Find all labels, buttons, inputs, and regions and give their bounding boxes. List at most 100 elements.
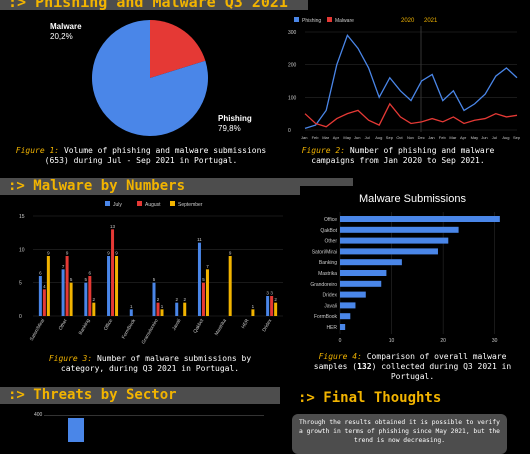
figure-4-caption: Figure 4: Comparison of overall malware …: [305, 352, 520, 382]
bar-august: [156, 302, 160, 316]
bar-september: [274, 302, 278, 316]
bar-value-label: 3: [266, 291, 269, 296]
legend-swatch-july: [105, 201, 110, 206]
bar-category-label: Banking: [78, 318, 92, 336]
line-xtick-label: May: [471, 135, 479, 140]
bar-value-label: 2: [157, 297, 160, 302]
line-xtick-label: Jan: [428, 135, 434, 140]
legend-swatch-phishing: [294, 17, 299, 22]
bar-value-label: 9: [47, 251, 50, 256]
sector-chart-panel: 400: [30, 410, 270, 442]
hbar-bar: [340, 259, 402, 266]
phishing-line: [304, 33, 518, 129]
figure-1-label: Figure 1:: [15, 146, 60, 155]
bar-value-label: 5: [85, 277, 88, 282]
pie-label-malware: Malware 20,2%: [50, 22, 82, 42]
sector-ytick-400: 400: [34, 412, 43, 418]
bar-category-label: FormBook: [121, 317, 138, 340]
bar-value-label: 1: [130, 304, 133, 309]
hbar-bar: [340, 324, 346, 330]
line-xtick-label: Jun: [354, 135, 360, 140]
line-chart: Phishing Malware 2020 2021 300 200 100 0 Ja…: [288, 17, 521, 140]
sector-gridline: [44, 415, 264, 416]
bar-value-label: 5: [153, 277, 156, 282]
line-xtick-label: Mar: [449, 135, 457, 140]
hbar-category-label: Satori/Mirai: [312, 249, 337, 255]
pie-label-malware-name: Malware: [50, 22, 82, 31]
legend-label-august: August: [145, 202, 161, 208]
bar-august: [201, 282, 205, 316]
line-xtick-label: Oct: [396, 135, 403, 140]
bar-july: [197, 242, 201, 316]
hbar-xtick-label: 10: [389, 338, 395, 344]
hbar-chart-panel: [300, 186, 525, 346]
bar-september: [183, 302, 187, 316]
malware-line: [304, 102, 518, 128]
hbar-xtick-label: 30: [492, 338, 498, 344]
bar-july: [266, 296, 270, 316]
bar-july: [152, 282, 156, 316]
legend-label-malware: Malware: [335, 18, 354, 24]
hbar-chart: 0 10 20 30 Office QakBot Other Satori/Mirai Ban…: [310, 212, 500, 344]
year-label-2021: 2021: [424, 18, 438, 24]
hbar-bar: [340, 248, 438, 255]
hbar-category-label: Javali: [324, 303, 337, 309]
bar-category-label: Office: [103, 318, 115, 332]
bar-value-label: 13: [110, 224, 116, 229]
bar-value-label: 11: [197, 237, 202, 242]
bar-september: [69, 282, 73, 316]
header-phishing-malware: :> Phishing and Malware Q3 2021: [0, 0, 308, 10]
hbar-category-label: HER: [326, 325, 337, 331]
bar-july: [61, 269, 65, 316]
figure-4-label: Figure 4:: [318, 352, 362, 361]
bar-july: [129, 309, 133, 316]
hbar-xtick-label: 0: [339, 338, 342, 344]
final-thoughts-box: Through the results obtained it is possi…: [292, 414, 507, 454]
figure-1-caption: Figure 1: Volume of phishing and malware…: [10, 146, 272, 166]
bar-august: [270, 296, 274, 316]
bar-value-label: 4: [43, 284, 46, 289]
header-threats-by-sector: :> Threats by Sector: [0, 387, 280, 404]
line-xtick-label: Jun: [481, 135, 487, 140]
line-xtick-label: Aug: [375, 135, 382, 140]
bar-value-label: 5: [202, 277, 205, 282]
hbar-category-label: Mastrika: [318, 271, 337, 277]
pie-label-phishing: Phishing 79,8%: [218, 114, 252, 134]
bar-ytick-label: 0: [19, 314, 22, 320]
legend-swatch-september: [170, 201, 175, 206]
bar-value-label: 7: [206, 264, 209, 269]
bar-value-label: 7: [62, 264, 65, 269]
bar-category-label: Mastrika: [214, 318, 228, 337]
hbar-bar: [340, 270, 387, 276]
line-ytick-label: 200: [288, 63, 297, 69]
bar-ytick-label: 5: [19, 281, 22, 287]
bar-july: [107, 256, 111, 316]
line-xtick-label: Apr: [460, 135, 467, 140]
legend-label-september: September: [178, 202, 203, 208]
bar-august: [65, 256, 69, 316]
pie-chart: [92, 20, 208, 136]
line-ytick-label: 0: [288, 128, 291, 134]
bar-september: [46, 256, 50, 316]
line-xtick-label: Sep: [386, 135, 394, 140]
bar-value-label: 2: [274, 297, 277, 302]
bar-value-label: 1: [252, 304, 255, 309]
bar-value-label: 1: [161, 304, 164, 309]
hbar-category-label: Dridex: [323, 293, 338, 299]
bar-september: [251, 309, 255, 316]
hbar-category-label: Grandoreiro: [310, 282, 337, 288]
line-xtick-label: Apr: [333, 135, 340, 140]
figure-3-label: Figure 3:: [48, 354, 93, 363]
year-label-2020: 2020: [401, 18, 415, 24]
bar-value-label: 9: [107, 251, 110, 256]
bar-category-label: HER: [240, 318, 251, 330]
line-chart-legend: Phishing Malware: [294, 17, 354, 24]
bar-value-label: 3: [270, 291, 273, 296]
line-xtick-label: Jul: [365, 135, 370, 140]
bar-category-label: Dridex: [261, 317, 273, 333]
legend-label-july: July: [113, 202, 122, 208]
figure-4-total: 132: [357, 362, 372, 371]
bar-category-label: Javali: [171, 318, 182, 332]
pie-label-phishing-pct: 79,8%: [218, 124, 241, 133]
